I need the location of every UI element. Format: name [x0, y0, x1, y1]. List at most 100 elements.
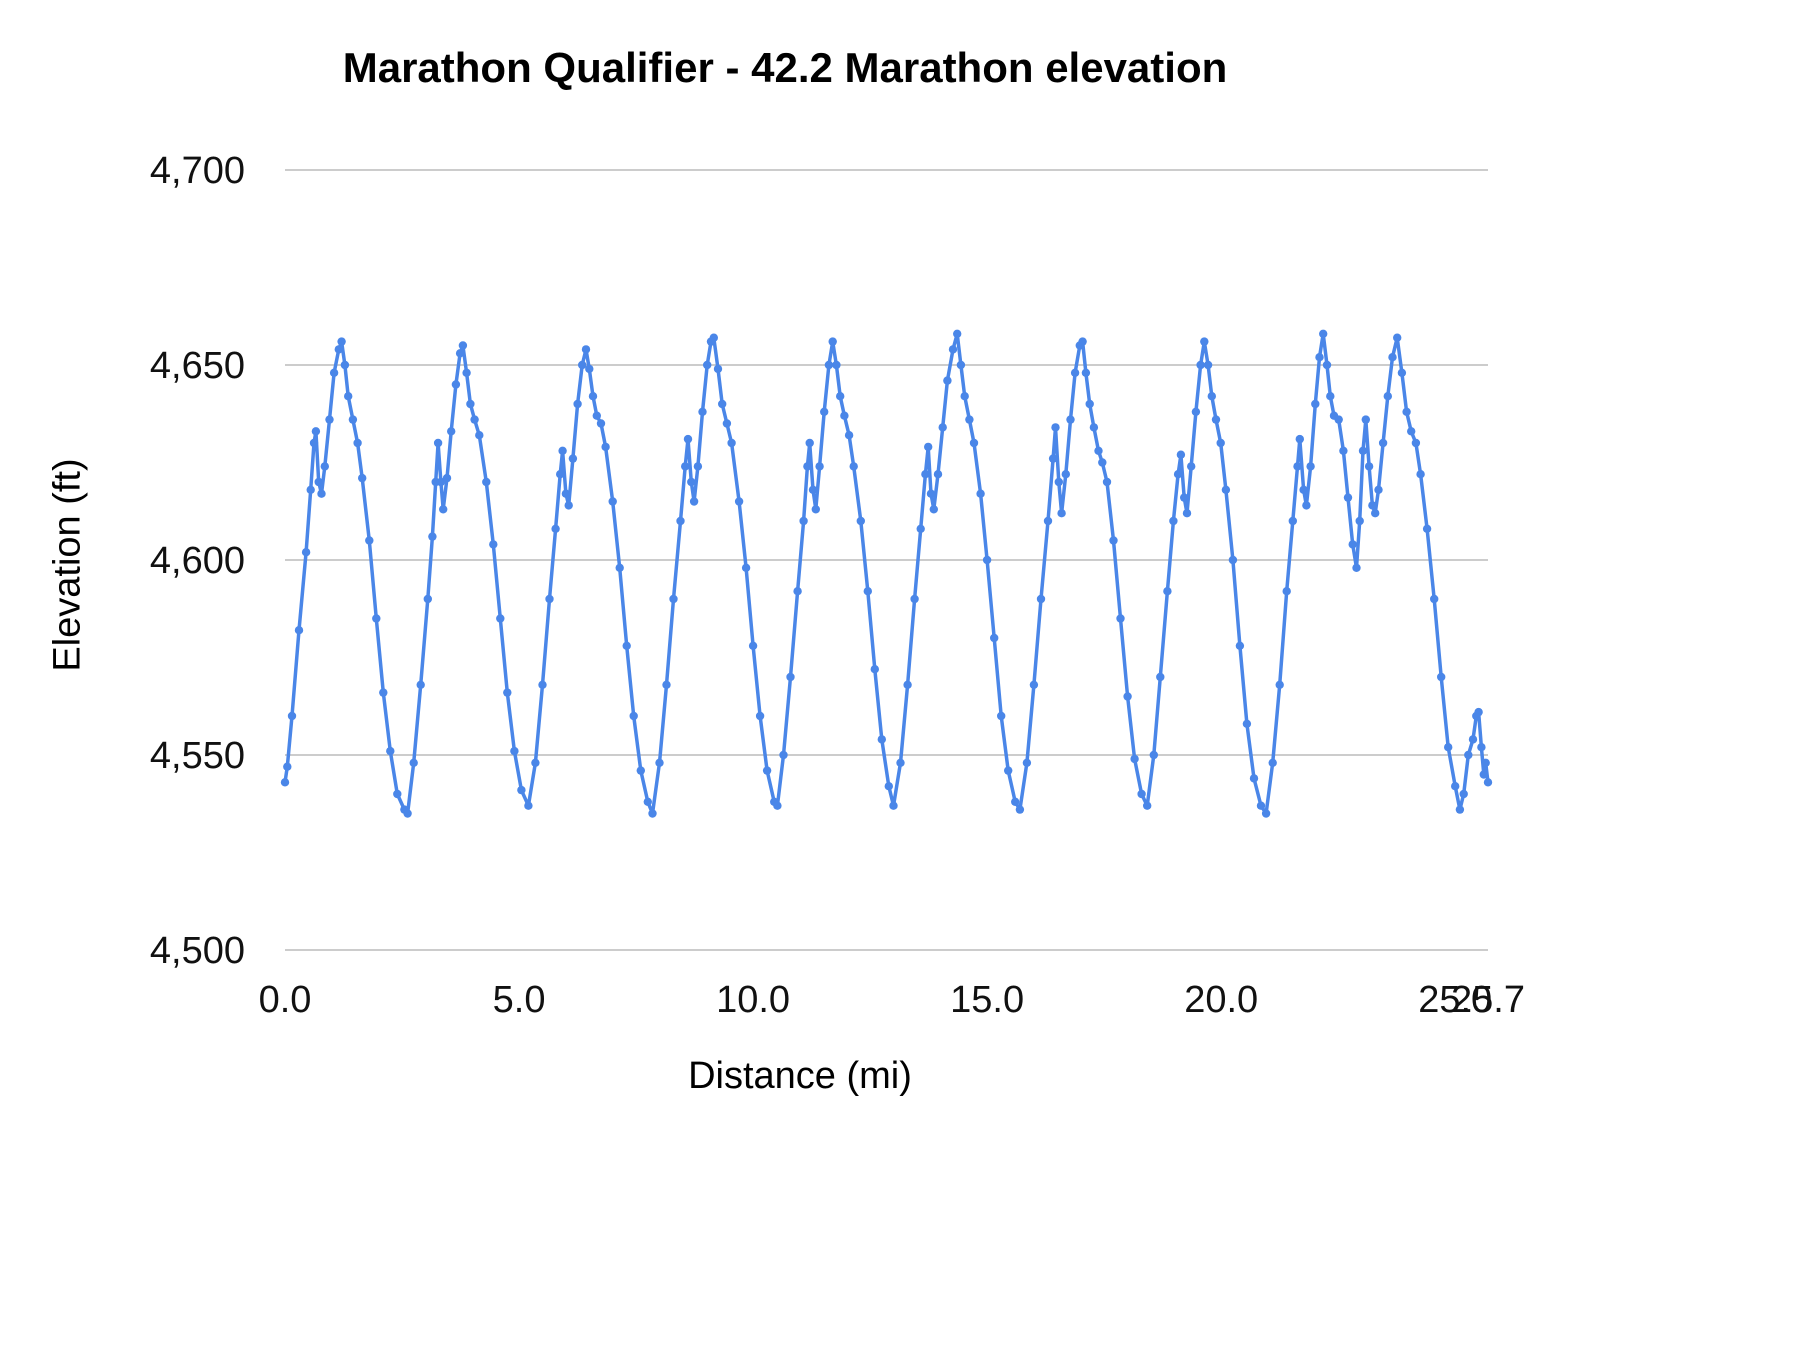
data-point: [573, 399, 582, 409]
data-point: [379, 688, 388, 697]
data-point: [1319, 329, 1328, 338]
data-point: [676, 516, 685, 526]
data-point: [423, 594, 432, 604]
data-point: [943, 376, 952, 385]
data-point: [799, 516, 808, 526]
data-point: [693, 462, 703, 471]
data-point: [1422, 524, 1432, 533]
data-point: [755, 711, 765, 721]
data-point: [1089, 423, 1099, 432]
data-point: [1343, 493, 1353, 502]
data-point: [910, 594, 919, 604]
data-point: [1374, 485, 1383, 494]
data-point: [608, 497, 617, 506]
data-point: [311, 427, 321, 436]
data-point: [353, 438, 362, 448]
data-point: [1249, 774, 1259, 783]
data-point: [877, 735, 886, 744]
data-point: [1293, 462, 1302, 471]
data-point: [416, 680, 425, 689]
data-point: [1315, 353, 1324, 362]
data-point: [489, 540, 498, 549]
data-point: [1061, 470, 1071, 479]
data-point: [372, 614, 381, 623]
x-tick-label: 25.0: [1418, 979, 1492, 1021]
data-point: [889, 801, 898, 810]
data-point: [687, 477, 696, 487]
data-point: [921, 470, 930, 479]
data-point: [969, 438, 979, 448]
data-point: [662, 680, 671, 689]
data-point: [1203, 360, 1213, 370]
data-point: [703, 360, 712, 370]
data-point: [585, 364, 594, 374]
series-line: [283, 332, 1490, 816]
data-point: [524, 801, 533, 810]
data-point: [1163, 587, 1172, 596]
data-point: [734, 497, 744, 506]
data-point: [1402, 407, 1411, 416]
data-point: [1459, 789, 1468, 799]
data-point: [683, 434, 693, 444]
data-point: [306, 485, 315, 494]
data-point: [317, 489, 326, 498]
data-point: [564, 501, 573, 510]
data-point: [470, 415, 479, 424]
x-tick-label: 15.0: [950, 979, 1024, 1021]
y-tick-label: 4,700: [150, 150, 245, 192]
data-point: [1334, 415, 1343, 424]
data-point: [1355, 516, 1364, 526]
data-point: [815, 462, 824, 471]
data-point: [466, 399, 475, 409]
data-point: [287, 711, 297, 721]
data-point: [1216, 438, 1225, 448]
x-tick-label: 25.7: [1451, 979, 1525, 1021]
data-point: [1191, 407, 1201, 416]
data-point: [1149, 750, 1159, 760]
data-point: [709, 333, 718, 342]
data-point: [393, 789, 402, 799]
data-point: [786, 672, 795, 682]
data-point: [458, 341, 468, 350]
data-point: [1339, 446, 1348, 455]
data-point: [1483, 778, 1493, 787]
y-tick-label: 4,500: [150, 930, 245, 972]
data-point: [1348, 540, 1357, 549]
data-point: [1109, 536, 1118, 545]
data-point: [447, 427, 456, 436]
data-point: [820, 407, 829, 416]
data-point: [588, 392, 598, 401]
data-point: [622, 641, 631, 650]
data-point: [1468, 735, 1478, 744]
data-point: [698, 407, 707, 416]
data-point: [1481, 758, 1490, 767]
data-point: [1022, 758, 1032, 767]
data-point: [1098, 458, 1107, 467]
data-point: [320, 462, 329, 471]
data-point: [475, 431, 484, 440]
data-point: [462, 368, 471, 377]
data-point: [348, 415, 358, 424]
data-point: [960, 392, 969, 401]
data-point: [1393, 333, 1402, 342]
data-point: [436, 477, 446, 487]
x-tick-label: 20.0: [1184, 979, 1258, 1021]
data-point: [409, 758, 418, 767]
data-point: [558, 446, 567, 455]
data-point: [884, 782, 893, 791]
data-point: [779, 750, 788, 760]
data-point: [1437, 672, 1446, 682]
data-point: [1004, 766, 1013, 775]
x-tick-label: 0.0: [259, 979, 312, 1021]
data-point: [836, 392, 845, 401]
data-point: [870, 665, 879, 674]
data-point: [1282, 587, 1291, 596]
data-point: [1051, 423, 1060, 432]
data-point: [1235, 641, 1245, 650]
data-point: [1275, 680, 1284, 689]
data-point: [1102, 477, 1112, 487]
data-point: [741, 563, 751, 572]
chart-title: Marathon Qualifier - 42.2 Marathon eleva…: [342, 44, 1228, 91]
